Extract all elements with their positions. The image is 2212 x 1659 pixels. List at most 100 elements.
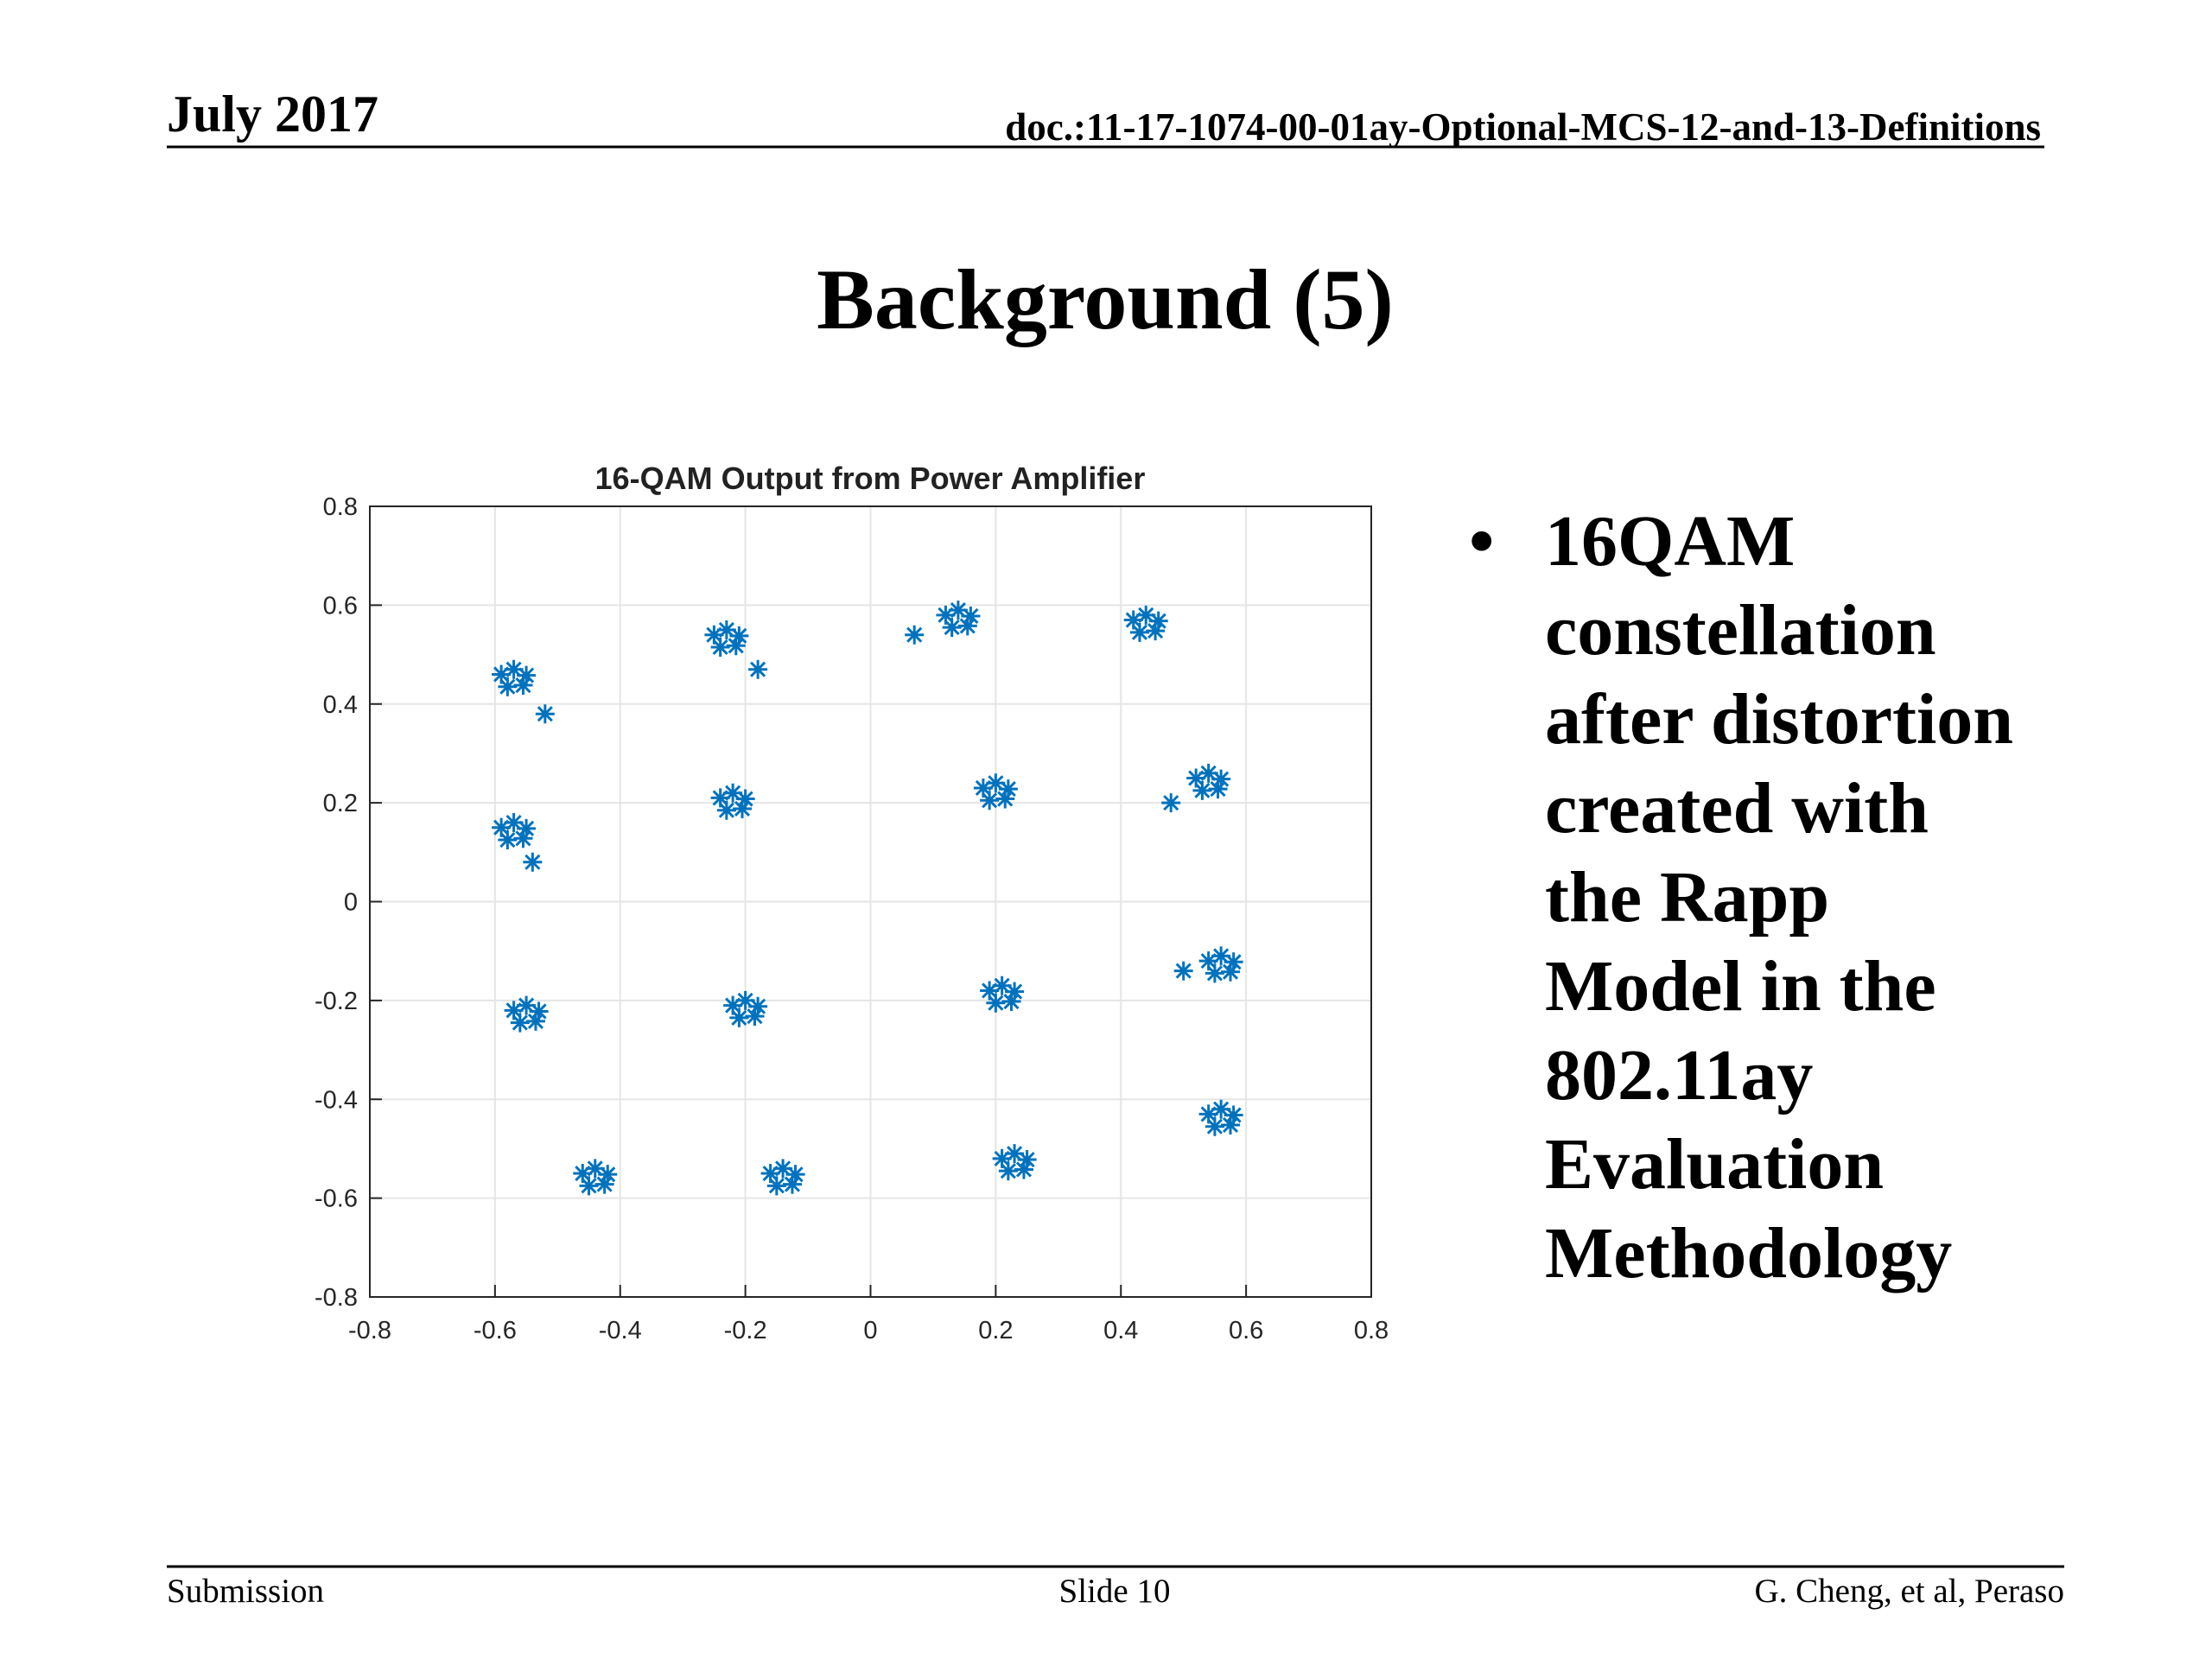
- data-point: [716, 800, 736, 820]
- data-point: [948, 601, 968, 620]
- data-point: [1001, 992, 1021, 1012]
- y-tick-label: -0.8: [315, 1284, 358, 1312]
- data-point: [995, 789, 1015, 809]
- chart-title: 16-QAM Output from Power Amplifier: [595, 461, 1146, 496]
- data-point: [1198, 1104, 1218, 1124]
- plot-frame: [369, 505, 1372, 1298]
- data-point: [1211, 1099, 1231, 1119]
- y-tick-label: -0.4: [315, 1086, 358, 1114]
- data-point: [733, 798, 753, 818]
- data-point: [992, 1148, 1012, 1168]
- data-point: [525, 1011, 545, 1031]
- data-point: [905, 625, 925, 645]
- data-point: [1148, 611, 1168, 631]
- footer-center: Slide 10: [1059, 1573, 1171, 1610]
- data-point: [510, 1013, 530, 1033]
- data-point: [498, 830, 518, 850]
- data-point: [986, 993, 1006, 1013]
- data-point: [998, 779, 1018, 799]
- x-tick-label: 0: [863, 1317, 877, 1344]
- data-point: [1014, 1160, 1033, 1179]
- x-tick-label: -0.6: [474, 1317, 517, 1344]
- data-point: [1198, 763, 1218, 783]
- y-tick-label: -0.2: [315, 988, 358, 1015]
- data-point: [1129, 622, 1149, 642]
- data-point: [992, 976, 1012, 995]
- data-point: [517, 665, 537, 685]
- data-point: [585, 1159, 605, 1179]
- data-point: [504, 813, 524, 832]
- x-tick-label: -0.2: [724, 1317, 767, 1344]
- data-point: [973, 778, 993, 798]
- y-tick-label: 0.4: [323, 691, 358, 719]
- data-point: [704, 625, 724, 645]
- data-point: [1205, 963, 1224, 983]
- data-point: [1005, 1144, 1025, 1164]
- data-point: [1198, 951, 1218, 971]
- data-point: [504, 1001, 524, 1020]
- data-point: [529, 1001, 549, 1021]
- data-point: [748, 996, 768, 1016]
- data-point: [716, 620, 736, 639]
- x-tick-label: -0.8: [348, 1317, 391, 1344]
- data-point: [579, 1176, 599, 1196]
- data-point: [1017, 1150, 1037, 1170]
- data-point: [723, 995, 743, 1015]
- bullet-item: • 16QAM constellation after distortion c…: [1469, 497, 2013, 1298]
- y-tick-label: 0.2: [323, 790, 358, 817]
- data-point: [1146, 621, 1166, 641]
- y-tick-label: 0: [344, 889, 358, 917]
- header-doc: doc.:11-17-1074-00-01ay-Optional-MCS-12-…: [1005, 105, 2041, 149]
- footer-right: G. Cheng, et al, Peraso: [1754, 1573, 2064, 1610]
- x-tick-label: 0.8: [1354, 1317, 1389, 1344]
- data-point: [710, 637, 730, 657]
- data-point: [498, 677, 518, 696]
- data-point: [980, 981, 1000, 1001]
- data-point: [1173, 961, 1193, 981]
- data-point: [1224, 1105, 1243, 1125]
- data-point: [986, 773, 1006, 793]
- data-point: [735, 789, 755, 809]
- data-point: [766, 1176, 786, 1196]
- y-tick-label: 0.6: [323, 592, 358, 620]
- x-tick-label: 0.6: [1229, 1317, 1263, 1344]
- data-point: [492, 664, 512, 684]
- data-point: [773, 1159, 793, 1179]
- data-point: [1136, 605, 1156, 625]
- data-point: [1211, 946, 1231, 966]
- data-point: [729, 626, 749, 645]
- data-point: [1123, 610, 1143, 630]
- data-point: [1192, 780, 1212, 800]
- data-point: [504, 659, 524, 679]
- bullet-dot: •: [1469, 501, 1495, 582]
- data-point: [1211, 769, 1231, 789]
- data-point: [598, 1165, 618, 1185]
- x-tick-label: -0.4: [599, 1317, 642, 1344]
- y-tick-label: 0.8: [323, 493, 358, 521]
- bullet-text: 16QAM constellation after distortion cre…: [1545, 501, 2014, 1294]
- data-point: [748, 659, 768, 679]
- data-point: [523, 852, 543, 872]
- data-point: [573, 1164, 593, 1184]
- data-point: [723, 783, 743, 803]
- data-point: [760, 1164, 780, 1184]
- data-point: [594, 1174, 614, 1194]
- data-point: [785, 1165, 805, 1185]
- data-point: [517, 818, 537, 838]
- slide-title: Background (5): [817, 251, 1394, 347]
- y-tick-label: -0.6: [315, 1185, 358, 1213]
- data-point: [1208, 779, 1228, 799]
- data-point: [1205, 1116, 1224, 1136]
- data-point: [936, 605, 956, 625]
- x-tick-label: 0.4: [1103, 1317, 1138, 1344]
- data-point: [998, 1161, 1018, 1181]
- data-point: [726, 636, 746, 656]
- data-point: [735, 990, 755, 1010]
- data-point: [1221, 962, 1241, 982]
- data-point: [745, 1007, 765, 1027]
- data-point: [782, 1174, 802, 1194]
- data-point: [961, 606, 981, 626]
- footer-left: Submission: [167, 1573, 324, 1610]
